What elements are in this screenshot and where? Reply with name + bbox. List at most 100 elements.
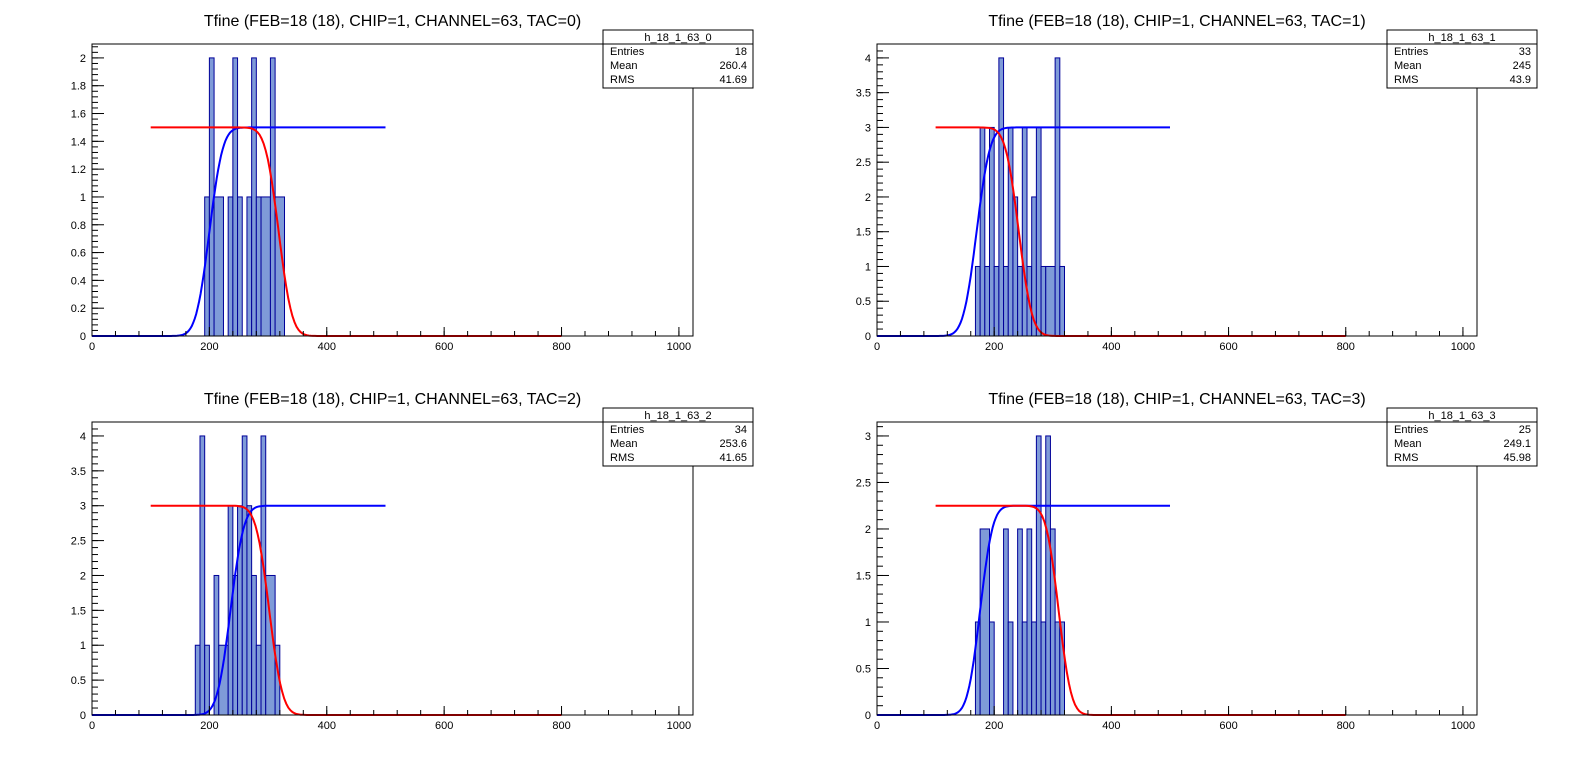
y-tick-label: 3	[80, 501, 86, 513]
histogram-bar	[241, 435, 248, 716]
histogram-bar	[989, 621, 995, 716]
stats-value: 245	[1513, 60, 1531, 72]
stats-value: 249.1	[1503, 438, 1531, 450]
x-tick-label: 600	[1219, 341, 1237, 353]
histogram-bar	[1040, 265, 1047, 337]
stats-value: 33	[1519, 46, 1531, 58]
histogram-bar	[974, 265, 981, 337]
histogram-bar	[246, 505, 253, 716]
y-tick-label: 0.5	[71, 675, 86, 687]
histogram-bar	[1017, 528, 1023, 716]
x-tick-label: 200	[985, 341, 1003, 353]
y-tick-label: 1.5	[856, 570, 871, 582]
stats-histogram-name: h_18_1_63_2	[644, 410, 711, 422]
plot-frame	[876, 421, 1478, 716]
y-tick-label: 1.6	[71, 109, 86, 121]
histogram-bar	[1003, 265, 1009, 337]
y-tick-label: 1	[80, 192, 86, 204]
stats-value: 25	[1519, 424, 1531, 436]
x-tick-label: 800	[1337, 341, 1355, 353]
histogram-bar	[984, 265, 990, 337]
chart-panel-2: Tfine (FEB=18 (18), CHIP=1, CHANNEL=63, …	[71, 391, 754, 732]
stats-box	[602, 407, 754, 467]
plot-frame	[91, 43, 694, 337]
y-tick-label: 4	[865, 53, 871, 65]
y-tick-label: 1	[865, 261, 871, 273]
y-tick-label: 2	[865, 524, 871, 536]
histogram-bar	[232, 574, 239, 716]
chart-title: Tfine (FEB=18 (18), CHIP=1, CHANNEL=63, …	[204, 391, 581, 408]
y-tick-label: 0.5	[856, 663, 871, 675]
y-tick-label: 3.5	[856, 88, 871, 100]
histogram-bar	[255, 644, 262, 716]
histogram-bar	[246, 196, 253, 337]
chart-panel-0: Tfine (FEB=18 (18), CHIP=1, CHANNEL=63, …	[71, 13, 754, 353]
falling-fit-curve	[935, 504, 1346, 716]
stats-label: Mean	[1394, 438, 1422, 450]
y-tick-label: 1	[80, 640, 86, 652]
y-tick-label: 2	[80, 53, 86, 65]
x-tick-label: 0	[874, 341, 880, 353]
histogram-bar	[1054, 621, 1061, 716]
x-tick-label: 0	[89, 720, 95, 732]
histogram-bar	[1054, 57, 1061, 337]
histogram-bar	[199, 435, 206, 716]
x-tick-label: 0	[874, 720, 880, 732]
stats-box	[602, 29, 754, 89]
stats-label: Mean	[610, 60, 638, 72]
falling-fit-curve	[150, 504, 562, 716]
x-tick-label: 600	[1219, 720, 1237, 732]
histogram-bar	[1031, 621, 1037, 716]
histogram-bar	[227, 196, 234, 337]
y-tick-label: 0.2	[71, 303, 86, 315]
y-tick-label: 3.5	[71, 466, 86, 478]
histogram-bar	[1021, 126, 1028, 337]
y-tick-label: 2	[865, 192, 871, 204]
stats-value: 253.6	[719, 438, 747, 450]
x-tick-label: 800	[552, 720, 570, 732]
x-tick-label: 400	[318, 720, 336, 732]
x-tick-label: 1000	[667, 720, 691, 732]
stats-label: RMS	[610, 452, 634, 464]
histogram-bar	[251, 57, 257, 337]
stats-box	[1386, 407, 1538, 467]
y-tick-label: 2	[80, 570, 86, 582]
stats-histogram-name: h_18_1_63_3	[1428, 410, 1495, 422]
y-tick-label: 2.5	[856, 157, 871, 169]
histogram-bar	[1007, 126, 1014, 337]
x-tick-label: 200	[985, 720, 1003, 732]
y-tick-label: 3	[865, 122, 871, 134]
histogram-bar	[1035, 126, 1042, 337]
y-tick-label: 0	[865, 331, 871, 343]
y-tick-label: 2.5	[856, 477, 871, 489]
y-tick-label: 0	[865, 710, 871, 722]
histogram-bar	[998, 57, 1005, 337]
stats-label: RMS	[1394, 452, 1418, 464]
y-tick-label: 1	[865, 617, 871, 629]
chart-title: Tfine (FEB=18 (18), CHIP=1, CHANNEL=63, …	[988, 391, 1365, 408]
chart-title: Tfine (FEB=18 (18), CHIP=1, CHANNEL=63, …	[204, 13, 581, 30]
histogram-bar	[194, 644, 201, 716]
histogram-bar	[213, 196, 224, 337]
y-tick-label: 0.4	[71, 275, 86, 287]
histogram-bar	[1007, 621, 1014, 716]
x-tick-label: 600	[435, 720, 453, 732]
y-tick-label: 0	[80, 710, 86, 722]
histogram-bar	[1026, 528, 1033, 716]
stats-label: Mean	[1394, 60, 1422, 72]
histogram-bar	[979, 126, 986, 337]
histogram-bar	[979, 528, 990, 716]
histogram-bar	[1021, 621, 1028, 716]
x-tick-label: 400	[1102, 341, 1120, 353]
stats-value: 41.69	[719, 74, 747, 86]
stats-label: Entries	[1394, 46, 1429, 58]
stats-value: 260.4	[719, 60, 747, 72]
stats-label: RMS	[1394, 74, 1418, 86]
stats-label: Mean	[610, 438, 638, 450]
histogram-bar	[232, 57, 239, 337]
y-tick-label: 0.6	[71, 248, 86, 260]
y-tick-label: 0.5	[856, 296, 871, 308]
histogram-bar	[260, 196, 271, 337]
stats-value: 45.98	[1503, 452, 1531, 464]
